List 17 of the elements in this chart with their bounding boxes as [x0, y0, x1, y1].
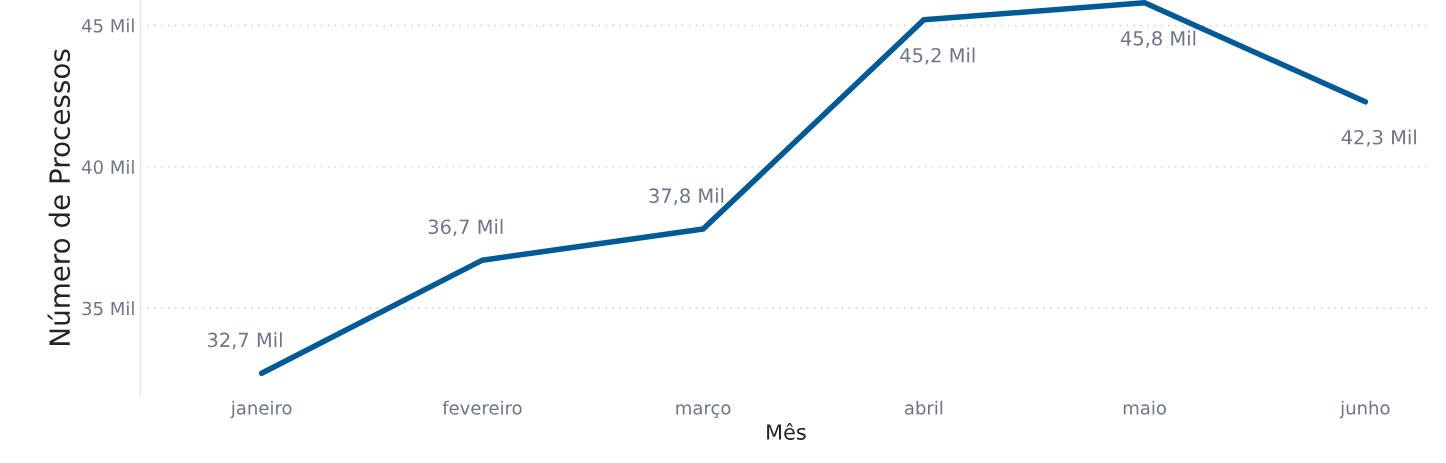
y-tick-label: 45 Mil [81, 18, 134, 33]
x-tick-label: janeiro [230, 400, 292, 419]
x-axis-title: Mês [767, 422, 806, 440]
data-label: 42,3 Mil [1341, 129, 1416, 147]
y-tick-label: 35 Mil [82, 301, 134, 316]
x-tick-label: abril [904, 400, 943, 415]
data-label: 45,8 Mil [1120, 30, 1196, 48]
data-label: 45,2 Mil [900, 47, 975, 65]
data-label: 36,7 Mil [428, 219, 503, 237]
x-tick-label: fevereiro [442, 400, 522, 415]
data-label: 37,8 Mil [649, 188, 724, 206]
y-axis-title: Número de Processos [47, 49, 71, 345]
y-tick-label: 40 Mil [81, 159, 134, 174]
x-tick-label: maio [1123, 400, 1166, 415]
x-tick-label: março [676, 404, 731, 418]
x-tick-label: junho [1339, 400, 1390, 419]
data-label: 32,7 Mil [207, 332, 282, 350]
